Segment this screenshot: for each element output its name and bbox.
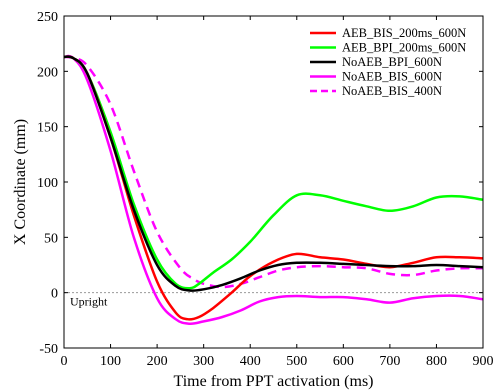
x-tick-label: 600 xyxy=(333,354,354,369)
x-tick-label: 700 xyxy=(379,354,400,369)
x-tick-label: 900 xyxy=(473,354,494,369)
x-axis-label: Time from PPT activation (ms) xyxy=(174,373,374,390)
y-tick-label: 50 xyxy=(44,231,58,246)
legend-label-2: NoAEB_BPI_600N xyxy=(342,55,442,69)
series-line-3 xyxy=(63,54,484,325)
series-line-4 xyxy=(63,55,484,289)
x-tick-label: 400 xyxy=(240,354,261,369)
y-axis-label: X Coordinate (mm) xyxy=(12,119,29,245)
series-layer xyxy=(63,54,484,325)
y-tick-label: 150 xyxy=(37,121,58,136)
tick-layer: 0 100 200 300 400 500 600 700 800 900-50050100150… xyxy=(37,10,494,369)
x-tick-label: 500 xyxy=(286,354,307,369)
x-tick-label: 300 xyxy=(193,354,214,369)
y-tick-label: 200 xyxy=(37,65,58,80)
series-line-1 xyxy=(63,55,484,290)
x-tick-label: 100 xyxy=(100,354,121,369)
legend-label-4: NoAEB_BIS_400N xyxy=(342,84,442,98)
y-tick-label: 0 xyxy=(51,287,58,302)
legend-label-3: NoAEB_BIS_600N xyxy=(342,70,442,84)
legend-label-1: AEB_BPI_200ms_600N xyxy=(342,41,466,55)
y-tick-label: -50 xyxy=(39,342,58,357)
y-tick-label: 250 xyxy=(37,10,58,25)
x-tick-label: 800 xyxy=(426,354,447,369)
upright-annotation: Upright xyxy=(70,295,108,309)
legend-label-0: AEB_BIS_200ms_600N xyxy=(342,26,466,40)
series-line-2 xyxy=(63,55,484,292)
y-tick-label: 100 xyxy=(37,176,58,191)
x-tick-label: 0 xyxy=(61,354,68,369)
x-tick-label: 200 xyxy=(147,354,168,369)
legend: AEB_BIS_200ms_600NAEB_BPI_200ms_600NNoAE… xyxy=(310,26,466,98)
